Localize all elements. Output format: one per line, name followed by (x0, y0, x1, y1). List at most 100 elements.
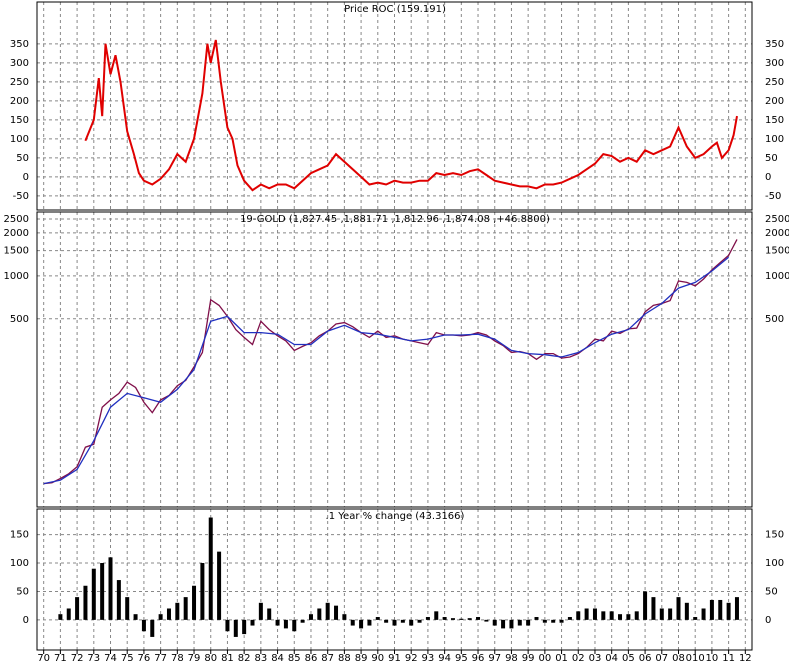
x-tick-label: 92 (405, 653, 418, 664)
y-tick-label-right: 1000 (765, 271, 789, 282)
y-tick-label-right: 0 (765, 172, 771, 183)
bar (534, 617, 539, 620)
x-tick-label: 77 (154, 653, 167, 664)
bar (676, 597, 681, 620)
bar (300, 619, 305, 623)
bar (192, 585, 197, 620)
y-tick-label-right: 100 (765, 558, 784, 569)
bar (217, 551, 222, 620)
y-tick-label-right: 300 (765, 58, 784, 69)
y-tick-label: 100 (10, 134, 29, 145)
bar (417, 619, 422, 623)
x-tick-label: 08 (672, 653, 685, 664)
y-tick-label: 150 (10, 115, 29, 126)
y-tick-label: 350 (10, 39, 29, 50)
bar (693, 617, 698, 620)
x-tick-label: 12 (739, 653, 752, 664)
bar (317, 608, 322, 620)
x-tick-label: 07 (655, 653, 668, 664)
bar (208, 517, 213, 620)
bar (225, 619, 230, 632)
y-tick-label-right: 100 (765, 134, 784, 145)
y-tick-label: 0 (23, 615, 29, 626)
y-tick-label-right: 50 (765, 153, 778, 164)
y-tick-label: 2000 (4, 228, 29, 239)
bar (292, 619, 297, 632)
x-tick-label: 74 (104, 653, 117, 664)
x-tick-label: 97 (488, 653, 501, 664)
bar (283, 619, 288, 629)
bar (450, 618, 455, 620)
y-tick-label: 200 (10, 96, 29, 107)
series-line (84, 39, 738, 192)
bar (668, 608, 673, 620)
x-tick-label: 73 (87, 653, 100, 664)
bar (651, 597, 656, 620)
x-tick-label: 04 (605, 653, 618, 664)
bar (91, 568, 96, 620)
bar (334, 605, 339, 620)
bar (609, 611, 614, 620)
x-tick-label: 94 (438, 653, 451, 664)
bar (434, 611, 439, 620)
y-tick-label-right: 250 (765, 77, 784, 88)
x-tick-label: 80 (204, 653, 217, 664)
x-tick-label: 06 (639, 653, 652, 664)
bar (718, 599, 723, 620)
x-tick-label: 01 (555, 653, 568, 664)
bar (66, 608, 71, 620)
y-tick-label: 500 (10, 314, 29, 325)
x-tick-label: 72 (71, 653, 84, 664)
bar (108, 557, 113, 620)
bar (150, 619, 155, 637)
x-tick-label: 99 (522, 653, 535, 664)
bar (158, 614, 163, 620)
y-tick-label-right: 2500 (765, 214, 789, 225)
bar (618, 614, 623, 620)
x-tick-label: 85 (288, 653, 301, 664)
bar (442, 617, 447, 620)
bar (492, 619, 497, 626)
bar (584, 608, 589, 620)
bar (125, 597, 130, 620)
x-tick-label: 88 (338, 653, 351, 664)
panel-title: .1 Year % change (43.3166) (326, 511, 465, 522)
bar (133, 614, 138, 620)
bar (166, 608, 171, 620)
x-tick-label: 02 (572, 653, 585, 664)
x-tick-label: 84 (271, 653, 284, 664)
bar (250, 619, 255, 626)
bar (325, 602, 330, 620)
x-tick-label: 81 (221, 653, 234, 664)
y-tick-label-right: 150 (765, 115, 784, 126)
x-tick-label: 86 (305, 653, 318, 664)
bar (509, 619, 514, 629)
y-tick-label-right: 1500 (765, 246, 789, 257)
x-tick-label: 11 (722, 653, 735, 664)
bar (659, 608, 664, 620)
bar (542, 619, 547, 623)
x-tick-label: 70 (37, 653, 50, 664)
y-tick-label: -50 (13, 191, 29, 202)
panel-frame (36, 211, 753, 508)
bar (75, 597, 80, 620)
x-tick-label: 03 (589, 653, 602, 664)
x-tick-label: 76 (138, 653, 151, 664)
y-tick-label: 250 (10, 77, 29, 88)
bar (116, 580, 121, 620)
bar (484, 619, 489, 622)
bar (559, 619, 564, 623)
bar (350, 619, 355, 626)
y-tick-label: 0 (23, 172, 29, 183)
y-tick-label: 300 (10, 58, 29, 69)
bar (58, 614, 63, 620)
bar (551, 619, 556, 623)
bar (601, 611, 606, 620)
y-tick-label-right: 150 (765, 530, 784, 541)
bar (634, 611, 639, 620)
bar (359, 619, 364, 629)
panel-title: 19-GOLD (1,827.45 ,1,881.71 ,1,812.96 ,1… (240, 214, 550, 225)
x-tick-label: 90 (371, 653, 384, 664)
